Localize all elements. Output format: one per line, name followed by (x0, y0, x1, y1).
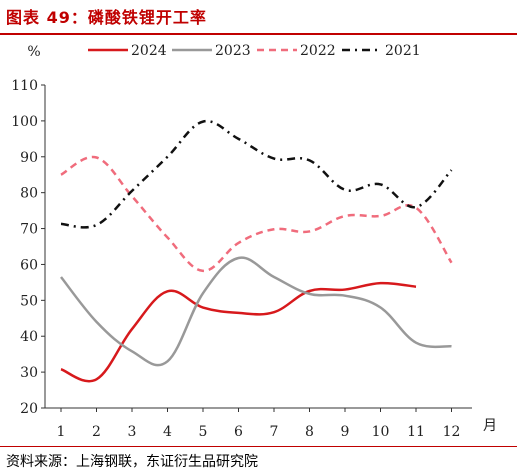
series-line-2021 (60, 119, 453, 229)
y-tick-label: 70 (20, 222, 38, 238)
legend-label-2021: 2021 (385, 43, 421, 59)
title-rule (0, 33, 517, 35)
series-line-2023 (60, 256, 452, 367)
x-tick-label: 6 (234, 424, 243, 440)
x-tick-label: 2 (92, 424, 101, 440)
y-tick-label: 60 (20, 257, 38, 273)
y-tick-label: 110 (11, 78, 38, 94)
y-tick-label: 40 (20, 329, 38, 345)
chart-title: 图表 49：磷酸铁锂开工率 (6, 8, 207, 27)
chart-legend: 2024 2023 2022 2021 (88, 43, 421, 59)
series-line-2024 (60, 281, 417, 383)
x-tick-label: 1 (57, 424, 66, 440)
x-tick-label: 7 (270, 424, 279, 440)
legend-label-2023: 2023 (215, 43, 251, 59)
source-rule (0, 446, 517, 447)
x-tick-label: 8 (305, 424, 314, 440)
y-tick-label: 20 (20, 401, 38, 417)
y-tick-label: 30 (20, 365, 38, 381)
y-axis-unit: % (27, 44, 40, 60)
series-layer (60, 119, 453, 383)
x-tick-label: 9 (341, 424, 350, 440)
series-line-2022 (60, 155, 453, 273)
y-tick-label: 80 (20, 186, 38, 202)
legend-label-2022: 2022 (300, 43, 336, 59)
source-note: 资料来源：上海钢联，东证衍生品研究院 (6, 454, 258, 470)
y-tick-label: 50 (20, 293, 38, 309)
x-tick-label: 5 (199, 424, 208, 440)
x-tick-label: 11 (407, 424, 425, 440)
x-tick-label: 12 (443, 424, 461, 440)
x-axis-unit: 月 (483, 418, 497, 434)
x-tick-label: 4 (163, 424, 172, 440)
x-tick-label: 3 (128, 424, 137, 440)
x-tick-label: 10 (372, 424, 390, 440)
y-tick-label: 100 (11, 114, 38, 130)
legend-label-2024: 2024 (131, 43, 167, 59)
y-tick-label: 90 (20, 150, 38, 166)
